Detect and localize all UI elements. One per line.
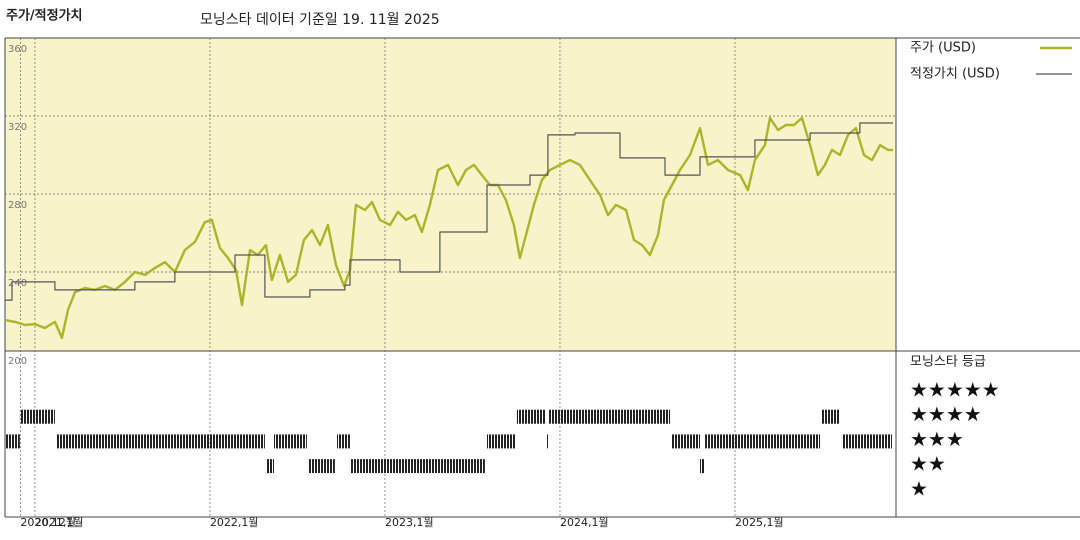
- x-tick-label: 2023,1월: [385, 516, 434, 529]
- series-line: [5, 122, 893, 301]
- rating-bar: [273, 434, 307, 449]
- rating-bar: [349, 459, 485, 474]
- y-tick-label: 360: [8, 44, 27, 55]
- rating-bar: [671, 434, 700, 449]
- y-tick-label: 200: [8, 356, 27, 367]
- rating-bar: [841, 434, 892, 449]
- rating-bar: [699, 459, 705, 474]
- rating-bar: [548, 409, 671, 424]
- series-line: [4, 116, 893, 340]
- x-tick-label: 2025,1월: [735, 516, 784, 529]
- rating-bar: [19, 409, 55, 424]
- rating-bar: [337, 434, 350, 449]
- rating-bar: [5, 434, 20, 449]
- rating-legend: ★★: [910, 452, 946, 476]
- rating-title: 모닝스타 등급: [910, 355, 986, 370]
- rating-bar: [516, 409, 546, 424]
- rating-bar: [486, 434, 515, 449]
- chart-title: 주가/적정가치: [6, 8, 83, 24]
- y-tick-label: 280: [8, 200, 27, 211]
- rating-legend: ★: [910, 476, 928, 500]
- rating-bar: [56, 434, 265, 449]
- rating-bar: [821, 409, 840, 424]
- x-tick-label: 2020,12월: [20, 516, 76, 529]
- y-tick-label: 240: [8, 278, 27, 289]
- x-tick-label: 2024,1월: [560, 516, 609, 529]
- rating-legend: ★★★★: [910, 402, 982, 426]
- x-tick-label: 2022,1월: [210, 516, 259, 529]
- legend-label: 적정가치 (USD): [910, 67, 1000, 82]
- rating-bar: [547, 434, 550, 449]
- rating-legend: ★★★★★: [910, 378, 1000, 402]
- legend-label: 주가 (USD): [910, 41, 976, 56]
- rating-bar: [307, 459, 335, 474]
- price-panel: [5, 38, 896, 351]
- chart-subtitle: 모닝스타 데이터 기준일 19. 11월 2025: [200, 12, 440, 28]
- y-tick-label: 320: [8, 122, 27, 133]
- x-tick-label: 2021,1월: [35, 516, 84, 529]
- rating-bar: [705, 434, 821, 449]
- rating-legend: ★★★: [910, 427, 964, 451]
- rating-bar: [265, 459, 274, 474]
